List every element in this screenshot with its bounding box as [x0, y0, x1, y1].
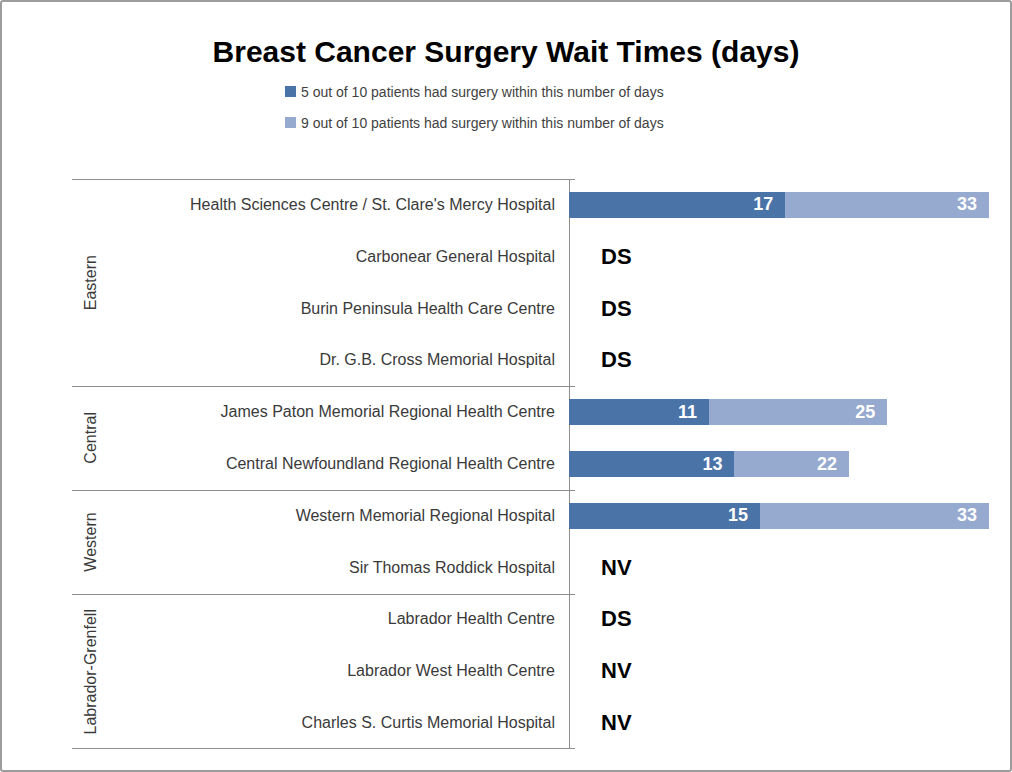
category-gridline	[72, 594, 575, 595]
bar-note-label: DS	[601, 594, 632, 646]
bar-row: 13 22	[569, 451, 849, 477]
legend-label-p50: 5 out of 10 patients had surgery within …	[301, 84, 664, 100]
bar-segment-p50: 15	[569, 503, 760, 529]
category-gridline	[72, 490, 575, 491]
hospital-axis-label: Sir Thomas Roddick Hospital	[2, 542, 555, 594]
bar-value-p90: 33	[957, 505, 977, 526]
hospital-axis-label: James Paton Memorial Regional Health Cen…	[2, 386, 555, 438]
bar-row: 1533	[569, 503, 989, 529]
hospital-axis-label: Labrador West Health Centre	[2, 645, 555, 697]
bar-value-p50: 13	[702, 454, 722, 475]
category-gridline	[72, 386, 575, 387]
bar-note-label: NV	[601, 542, 632, 594]
chart-title: Breast Cancer Surgery Wait Times (days)	[2, 35, 1010, 69]
bar-segment-p90: 25	[709, 399, 887, 425]
bar-value-p90: 22	[817, 454, 837, 475]
bar-segment-p50: 17	[569, 192, 785, 218]
bar-value-p90: 25	[855, 402, 875, 423]
bar-segment-p50: 13	[569, 451, 734, 477]
hospital-axis-label: Dr. G.B. Cross Memorial Hospital	[2, 334, 555, 386]
category-gridline	[72, 179, 575, 180]
bar-row: 1733	[569, 192, 989, 218]
legend-label-p90: 9 out of 10 patients had surgery within …	[301, 115, 664, 131]
hospital-axis-label: Labrador Health Centre	[2, 594, 555, 646]
chart-window: Breast Cancer Surgery Wait Times (days) …	[0, 0, 1012, 772]
hospital-axis-label: Health Sciences Centre / St. Clare's Mer…	[2, 179, 555, 231]
legend: 5 out of 10 patients had surgery within …	[285, 84, 664, 146]
bar-segment-p90: 33	[760, 503, 989, 529]
hospital-axis-label: Charles S. Curtis Memorial Hospital	[2, 697, 555, 749]
hospital-axis-label: Burin Peninsula Health Care Centre	[2, 283, 555, 335]
bar-segment-p90: 33	[785, 192, 989, 218]
bar-value-p50: 15	[728, 505, 748, 526]
bar-value-p90: 33	[957, 194, 977, 215]
bar-note-label: DS	[601, 231, 632, 283]
bar-row: 11 25	[569, 399, 887, 425]
bar-value-p50: 17	[753, 194, 773, 215]
hospital-axis-label: Carbonear General Hospital	[2, 231, 555, 283]
bar-note-label: NV	[601, 645, 632, 697]
bar-segment-p90: 22	[734, 451, 849, 477]
chart-plot-area: EasternHealth Sciences Centre / St. Clar…	[2, 179, 1012, 749]
bar-value-p50: 11	[678, 402, 697, 423]
legend-item-p50: 5 out of 10 patients had surgery within …	[285, 84, 664, 99]
bar-note-label: DS	[601, 283, 632, 335]
legend-item-p90: 9 out of 10 patients had surgery within …	[285, 115, 664, 130]
bar-note-label: DS	[601, 334, 632, 386]
bar-segment-p50: 11	[569, 399, 709, 425]
legend-swatch-p50-icon	[285, 86, 296, 97]
legend-swatch-p90-icon	[285, 117, 296, 128]
hospital-axis-label: Western Memorial Regional Hospital	[2, 490, 555, 542]
bar-note-label: NV	[601, 697, 632, 749]
category-gridline	[72, 748, 575, 749]
hospital-axis-label: Central Newfoundland Regional Health Cen…	[2, 438, 555, 490]
